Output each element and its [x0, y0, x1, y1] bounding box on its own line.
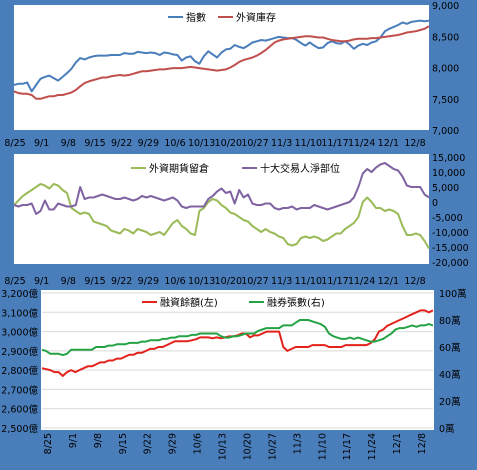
panel2-x-tick: 10/13	[188, 276, 215, 287]
panel3-x-tick: 11/24	[367, 433, 378, 460]
panel2-x-tick: 8/25	[4, 276, 25, 287]
panel3-x-tick: 10/27	[267, 433, 278, 460]
legend-foreign-inventory-label: 外資庫存	[236, 11, 276, 24]
legend-margin-balance-label: 融資餘額(左)	[160, 296, 218, 309]
panel3-x-tick: 12/1	[392, 433, 403, 454]
panel2-x-tick: 11/10	[295, 276, 322, 287]
panel1-x-tick: 8/25	[4, 138, 25, 149]
panel-futures-positions: 15,000 10,000 5,000 0 -5,000 -10,000 -15,000 -2…	[4, 153, 468, 287]
panel3-x-tick: 10/6	[193, 433, 204, 454]
panel3-y-tick-right: 80萬	[439, 315, 461, 327]
panel1-x-tick: 9/8	[61, 138, 76, 149]
panel2-x-tick: 9/1	[34, 276, 49, 287]
panel3-x-tick: 9/29	[168, 433, 179, 454]
panel1-x-tick: 10/6	[164, 138, 185, 149]
panel1-x-tick: 9/1	[34, 138, 49, 149]
panel3-x-tick: 9/1	[68, 433, 79, 448]
panel3-x-tick: 10/20	[243, 433, 254, 460]
panel2-series-1-line	[13, 162, 430, 215]
panel2-y-tick: 15,000	[432, 153, 465, 164]
panel3-x-tick: 9/8	[93, 433, 104, 448]
panel2-y-tick: -10,000	[432, 228, 469, 239]
panel1-y-tick: 7,500	[432, 95, 459, 106]
panel1-x-tick: 10/20	[215, 138, 242, 149]
panel2-series-0-line	[13, 183, 430, 250]
panel2-x-tick: 11/17	[321, 276, 348, 287]
panel3-legend: 融資餘額(左) 融券張數(右)	[142, 296, 325, 309]
panel1-x-tick: 9/15	[84, 138, 105, 149]
panel3-x-tick: 12/8	[417, 433, 428, 454]
panel1-y-tick: 9,000	[432, 1, 459, 12]
panel3-y-tick-left: 2,600億	[1, 404, 38, 416]
panel2-x-tick: 10/6	[164, 276, 185, 287]
panel2-x-tick: 11/24	[348, 276, 375, 287]
panel1-x-tick: 11/3	[271, 138, 292, 149]
panel-margin-short: 3,200億 3,100億 3,000億 2,900億 2,800億 2,700億 2,60…	[1, 288, 466, 460]
panel2-x-tick: 9/29	[138, 276, 159, 287]
panel2-x-tick: 12/1	[378, 276, 399, 287]
panel3-y-tick-left: 2,800億	[1, 365, 38, 377]
panel3-y-tick-left: 2,900億	[1, 346, 38, 358]
panel3-y-tick-left: 3,000億	[1, 327, 38, 339]
panel3-x-tick: 11/17	[342, 433, 353, 460]
panel1-x-tick: 11/17	[321, 138, 348, 149]
panel1-x-tick: 10/27	[241, 138, 268, 149]
panel1-x-tick: 11/10	[295, 138, 322, 149]
panel2-x-tick: 12/8	[404, 276, 425, 287]
panel2-y-tick: 0	[432, 198, 438, 209]
panel3-y-tick-right: 100萬	[439, 288, 467, 300]
panel2-x-tick: 9/15	[84, 276, 105, 287]
panel3-y-tick-right: 20萬	[439, 396, 461, 408]
panel1-y-tick: 8,000	[432, 64, 459, 75]
panel1-x-tick: 9/22	[111, 138, 132, 149]
panel3-y-tick-right: 0萬	[439, 423, 455, 435]
panel3-x-tick: 9/22	[143, 433, 154, 454]
legend-short-volume-label: 融券張數(右)	[267, 296, 325, 309]
panel1-y-tick: 8,500	[432, 32, 459, 43]
panel2-y-tick: -20,000	[432, 258, 469, 269]
panel1-y-tick: 7,000	[432, 126, 459, 137]
panel2-x-tick: 11/3	[271, 276, 292, 287]
panel1-series-1-line	[13, 25, 430, 100]
panel2-y-tick: -5,000	[432, 213, 463, 224]
panel3-x-tick: 11/10	[317, 433, 328, 460]
panel2-y-tick: 10,000	[432, 168, 465, 179]
panel1-x-tick: 10/13	[188, 138, 215, 149]
panel3-x-tick: 8/25	[43, 433, 54, 454]
legend-foreign-futures-label: 外資期貨留倉	[149, 162, 209, 175]
panel2-y-tick: -15,000	[432, 243, 469, 254]
panel3-series-1-line	[41, 319, 434, 357]
panel2-x-tick: 10/20	[215, 276, 242, 287]
panel1-series-0-line	[13, 19, 430, 93]
panel3-x-tick: 10/13	[218, 433, 229, 460]
panel1-x-tick: 12/1	[378, 138, 399, 149]
panel2-y-tick: 5,000	[432, 183, 459, 194]
panel1-legend: 指數 外資庫存	[168, 11, 276, 24]
panel1-plot-area	[14, 5, 429, 130]
panel1-x-tick: 11/24	[348, 138, 375, 149]
panel3-y-tick-right: 40萬	[439, 369, 461, 381]
panel3-plot-area	[41, 290, 434, 430]
legend-top10-net-label: 十大交易人淨部位	[260, 162, 340, 175]
panel2-x-tick: 9/8	[61, 276, 76, 287]
panel2-x-tick: 10/27	[241, 276, 268, 287]
panel2-legend: 外資期貨留倉 十大交易人淨部位	[131, 162, 340, 175]
legend-index-label: 指數	[186, 11, 206, 24]
panel3-x-tick: 9/15	[118, 433, 129, 454]
panel1-x-tick: 9/29	[138, 138, 159, 149]
panel3-x-tick: 11/3	[292, 433, 303, 454]
panel3-y-tick-left: 2,500億	[1, 423, 38, 435]
panel3-y-tick-left: 2,700億	[1, 384, 38, 396]
panel2-x-tick: 9/22	[111, 276, 132, 287]
panel3-y-tick-left: 3,100億	[1, 307, 38, 319]
panel-index-vs-foreign-inventory: 7,000 7,500 8,000 8,500 9,000 8/25 9/1 9/8 9/15…	[4, 1, 459, 149]
panel3-y-tick-left: 3,200億	[1, 288, 38, 300]
panel1-x-tick: 12/8	[404, 138, 425, 149]
panel3-y-tick-right: 60萬	[439, 342, 461, 354]
